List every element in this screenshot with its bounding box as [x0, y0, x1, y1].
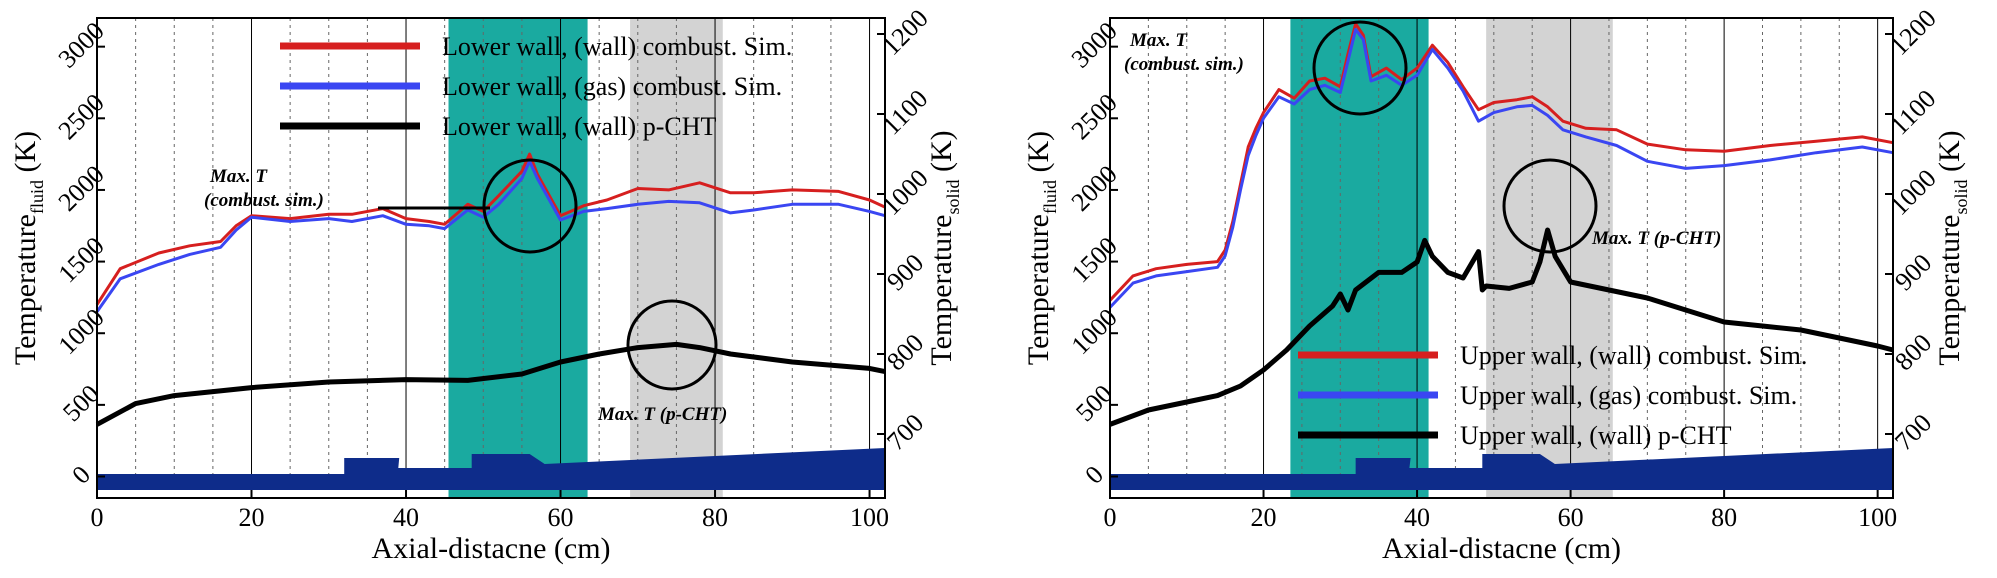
y-tick-label: 1000: [1066, 303, 1123, 360]
combustor-geometry: [97, 448, 885, 490]
y-axis-label-main: Temperature: [1022, 214, 1055, 365]
series-line-3: [1109, 227, 1894, 427]
legend-label: Lower wall, (wall) p-CHT: [442, 112, 716, 141]
y-tick-label: 3000: [53, 16, 110, 73]
x-tick-label: 100: [1858, 503, 1897, 532]
y-axis-label: Temperaturefluid (K): [1022, 131, 1060, 365]
annotation-text: Max. T: [209, 166, 268, 187]
y2-axis-label: Temperaturesolid (K): [925, 130, 963, 365]
panel-left: 0 20 40 60 80 1000500100015002000250030007008…: [9, 4, 963, 565]
y2-axis-label-main: Temperature: [1933, 215, 1966, 366]
y-axis-label-unit: (K): [9, 131, 42, 180]
y-tick-label: 500: [1070, 379, 1118, 427]
y2-axis-label-unit: (K): [1933, 130, 1966, 179]
annotation-text: Max. T (p-CHT): [1591, 228, 1721, 249]
x-tick-label: 0: [1104, 503, 1117, 532]
y-axis-label-unit: (K): [1022, 131, 1055, 180]
legend-label: Lower wall, (wall) combust. Sim.: [442, 32, 792, 61]
y2-axis-label-unit: (K): [925, 130, 958, 179]
y-axis-label-sub: fluid: [27, 180, 47, 214]
y-axis-label-main: Temperature: [9, 214, 42, 365]
y-tick-label: 2500: [53, 88, 110, 145]
x-tick-label: 20: [1251, 503, 1277, 532]
annotation-circle: [1312, 20, 1408, 116]
annotation-text-2: (combust. sim.): [204, 190, 324, 211]
x-tick-label: 0: [91, 503, 104, 532]
x-tick-label: 60: [1558, 503, 1584, 532]
legend-label: Upper wall, (wall) p-CHT: [1460, 421, 1732, 450]
y-tick-label: 1500: [53, 231, 110, 288]
annotation-circle: [1502, 158, 1598, 254]
shaded-region-1: [448, 18, 588, 498]
y-tick-label: 2500: [1066, 88, 1123, 145]
y2-axis-label: Temperaturesolid (K): [1933, 130, 1971, 365]
legend-label: Lower wall, (gas) combust. Sim.: [442, 72, 782, 101]
x-tick-label: 40: [1404, 503, 1430, 532]
series-line-2: [95, 159, 886, 313]
y-tick-label: 3000: [1066, 16, 1123, 73]
x-axis-label: Axial-distacne (cm): [1382, 532, 1621, 565]
combustor-geometry: [1110, 448, 1893, 490]
y-tick-label: 2000: [1066, 160, 1123, 217]
y-tick-label: 2000: [53, 160, 110, 217]
y2-tick-label: 900: [881, 248, 929, 296]
series-line-3: [95, 341, 886, 427]
y-tick-label: 0: [1079, 460, 1109, 490]
y2-tick-label: 900: [1889, 248, 1937, 296]
y-tick-label: 1500: [1066, 231, 1123, 288]
legend-label: Upper wall, (wall) combust. Sim.: [1460, 341, 1807, 370]
x-tick-label: 80: [1711, 503, 1737, 532]
y-axis-label-sub: fluid: [1040, 180, 1060, 214]
x-axis-label: Axial-distacne (cm): [371, 532, 610, 565]
y-axis-label: Temperaturefluid (K): [9, 131, 47, 365]
y-tick-label: 1000: [53, 303, 110, 360]
y2-tick-label: 700: [1889, 408, 1937, 456]
y2-axis-label-main: Temperature: [925, 215, 958, 366]
legend-label: Upper wall, (gas) combust. Sim.: [1460, 381, 1797, 410]
annotation-circle: [482, 158, 578, 254]
plot-frame: [1109, 17, 1894, 499]
plot-frame: [96, 17, 886, 499]
x-tick-label: 100: [850, 503, 889, 532]
x-tick-label: 80: [702, 503, 728, 532]
y2-tick-label: 800: [1889, 328, 1937, 376]
annotation-text: Max. T: [1129, 30, 1188, 51]
shaded-region-2: [1486, 18, 1613, 498]
annotation-text-2: (combust. sim.): [1124, 54, 1244, 75]
panel-right: 0 20 40 60 80 1000500100015002000250030007008…: [1022, 4, 1971, 565]
y2-tick-label: 700: [881, 408, 929, 456]
shaded-region-1: [1290, 18, 1429, 498]
y-tick-label: 500: [57, 379, 105, 427]
annotation-circle: [626, 299, 718, 391]
x-tick-label: 60: [548, 503, 574, 532]
series-line-2: [1108, 28, 1894, 309]
annotation-text: Max. T (p-CHT): [597, 404, 727, 425]
y2-axis-label-sub: solid: [1951, 179, 1971, 214]
y2-tick-label: 800: [881, 328, 929, 376]
y2-axis-label-sub: solid: [943, 179, 963, 214]
x-tick-label: 40: [393, 503, 419, 532]
x-tick-label: 20: [239, 503, 265, 532]
y-tick-label: 0: [66, 460, 96, 490]
series-line-1: [95, 152, 886, 306]
